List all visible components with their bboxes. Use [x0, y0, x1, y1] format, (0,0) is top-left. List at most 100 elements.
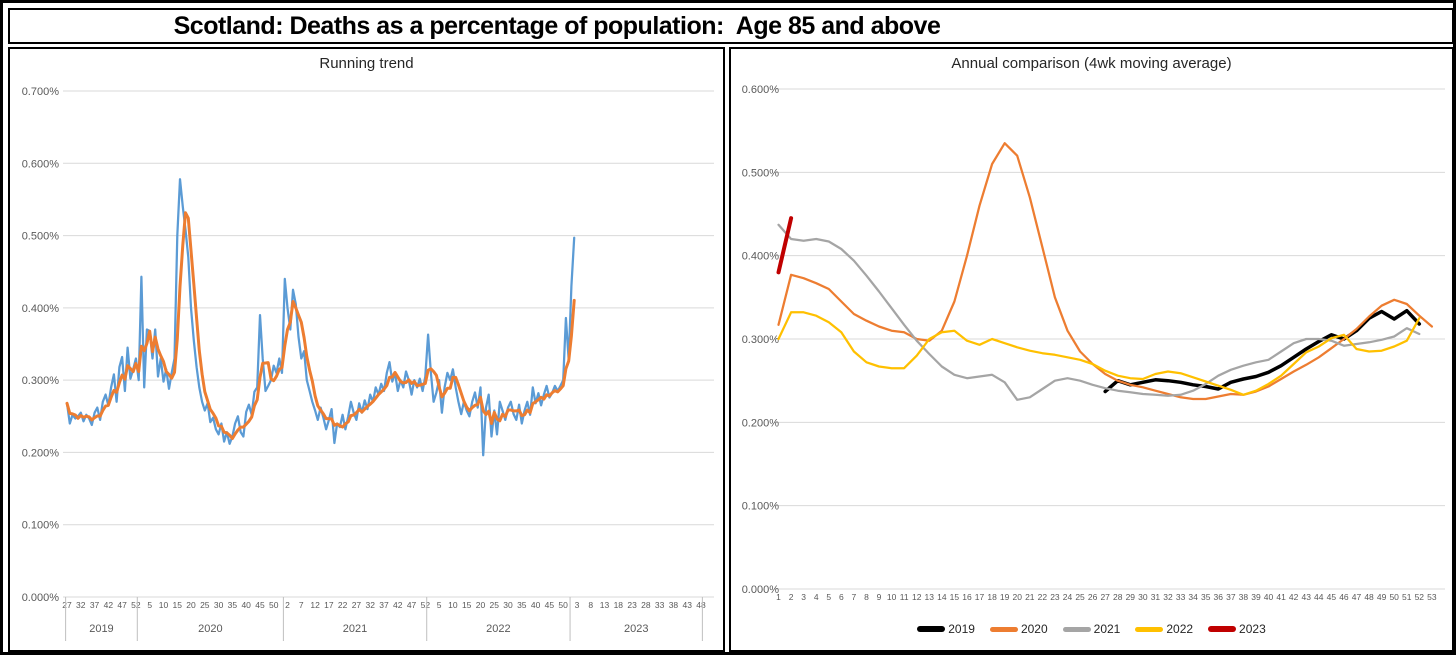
legend-label-2020: 2020 [1020, 622, 1048, 636]
x-week-label: 27 [1100, 592, 1110, 602]
x-week-label: 48 [696, 600, 706, 610]
x-week-label: 14 [937, 592, 947, 602]
y-axis-label: 0.600% [22, 158, 60, 170]
x-year-label: 2020 [198, 623, 222, 635]
x-week-label: 13 [600, 600, 610, 610]
x-week-label: 25 [1075, 592, 1085, 602]
y-axis-label: 0.200% [742, 417, 780, 429]
x-week-label: 47 [1352, 592, 1362, 602]
x-week-label: 40 [531, 600, 541, 610]
x-week-label: 30 [1138, 592, 1148, 602]
x-week-label: 24 [1063, 592, 1073, 602]
x-week-label: 37 [379, 600, 389, 610]
x-week-label: 41 [1276, 592, 1286, 602]
x-week-label: 22 [338, 600, 348, 610]
series-line-2019 [1103, 308, 1422, 394]
x-week-label: 18 [614, 600, 624, 610]
legend-item-2021: 2021 [1062, 622, 1120, 636]
legend-label-2023: 2023 [1239, 622, 1266, 636]
x-week-label: 3 [575, 600, 580, 610]
y-axis-label: 0.300% [742, 334, 780, 346]
x-week-label: 21 [1025, 592, 1035, 602]
left-chart-title: Running trend [319, 55, 414, 72]
x-week-label: 26 [1088, 592, 1098, 602]
x-week-label: 32 [1163, 592, 1173, 602]
x-week-label: 31 [1151, 592, 1161, 602]
x-week-label: 20 [186, 600, 196, 610]
x-week-label: 32 [76, 600, 86, 610]
x-week-label: 2 [789, 592, 794, 602]
x-year-label: 2022 [486, 623, 510, 635]
y-axis-label: 0.700% [22, 86, 60, 98]
weekly-series-line [65, 178, 576, 457]
x-week-label: 37 [1226, 592, 1236, 602]
x-week-label: 5 [826, 592, 831, 602]
x-week-label: 27 [352, 600, 362, 610]
x-year-label: 2019 [89, 623, 113, 635]
legend-item-2019: 2019 [917, 622, 975, 636]
legend-key-2021 [1062, 626, 1091, 632]
x-week-label: 11 [900, 592, 909, 602]
x-week-label: 12 [310, 600, 320, 610]
x-week-label: 20 [1013, 592, 1023, 602]
x-week-label: 36 [1214, 592, 1224, 602]
series-line-2023 [776, 216, 794, 275]
x-week-label: 48 [1364, 592, 1374, 602]
x-week-label: 44 [1314, 592, 1324, 602]
x-week-label: 5 [147, 600, 152, 610]
x-week-label: 8 [864, 592, 869, 602]
x-week-label: 51 [1402, 592, 1412, 602]
y-axis-label: 0.300% [22, 375, 60, 387]
x-week-label: 15 [950, 592, 960, 602]
y-axis-label: 0.400% [22, 303, 60, 315]
x-week-label: 52 [1415, 592, 1425, 602]
x-week-label: 10 [159, 600, 169, 610]
x-week-label: 6 [839, 592, 844, 602]
annual-comparison-chart: 0.000% 0.100% 0.200% 0.300% 0.400% 0.500% 0.60… [742, 84, 1445, 602]
x-week-label: 9 [877, 592, 882, 602]
x-week-label: 42 [393, 600, 403, 610]
legend-key-2019 [917, 626, 946, 632]
x-week-label: 46 [1339, 592, 1349, 602]
x-week-label: 23 [627, 600, 637, 610]
x-week-label: 53 [1427, 592, 1437, 602]
x-week-label: 10 [887, 592, 897, 602]
running-trend-panel: Running trend 0.000% 0.100% 0.200% 0.300% 0.… [8, 47, 725, 652]
x-week-label: 17 [324, 600, 334, 610]
x-week-label: 22 [1038, 592, 1048, 602]
x-week-label: 35 [228, 600, 238, 610]
x-week-label: 10 [448, 600, 458, 610]
x-week-label: 20 [476, 600, 486, 610]
x-week-label: 25 [490, 600, 500, 610]
legend-label-2019: 2019 [948, 622, 975, 636]
right-chart-title: Annual comparison (4wk moving average) [951, 55, 1232, 72]
y-axis-label: 0.500% [22, 231, 60, 243]
series-line-2022 [777, 311, 1421, 396]
x-week-label: 33 [655, 600, 665, 610]
x-week-label: 49 [1377, 592, 1387, 602]
x-week-label: 37 [90, 600, 100, 610]
running-trend-chart: 0.000% 0.100% 0.200% 0.300% 0.400% 0.500% 0.60… [22, 86, 714, 641]
x-week-label: 45 [545, 600, 555, 610]
x-week-label: 52 [131, 600, 141, 610]
legend-key-2023 [1208, 626, 1237, 632]
legend: 2019 2020 2021 2022 2023 [731, 619, 1452, 639]
x-week-label: 39 [1251, 592, 1261, 602]
y-axis-label: 0.400% [742, 251, 780, 263]
x-week-label: 5 [437, 600, 442, 610]
legend-item-2022: 2022 [1135, 622, 1193, 636]
x-week-label: 35 [517, 600, 527, 610]
y-axis-label: 0.100% [22, 520, 60, 532]
x-week-label: 29 [1126, 592, 1136, 602]
x-week-label: 3 [801, 592, 806, 602]
annual-comparison-panel: Annual comparison (4wk moving average) 0… [729, 47, 1454, 652]
x-year-label: 2023 [624, 623, 648, 635]
x-week-label: 32 [365, 600, 375, 610]
x-week-label: 42 [104, 600, 114, 610]
x-week-label: 40 [1264, 592, 1274, 602]
y-axis-label: 0.000% [742, 584, 780, 596]
x-week-label: 30 [503, 600, 513, 610]
x-week-label: 7 [852, 592, 857, 602]
x-week-label: 15 [173, 600, 183, 610]
